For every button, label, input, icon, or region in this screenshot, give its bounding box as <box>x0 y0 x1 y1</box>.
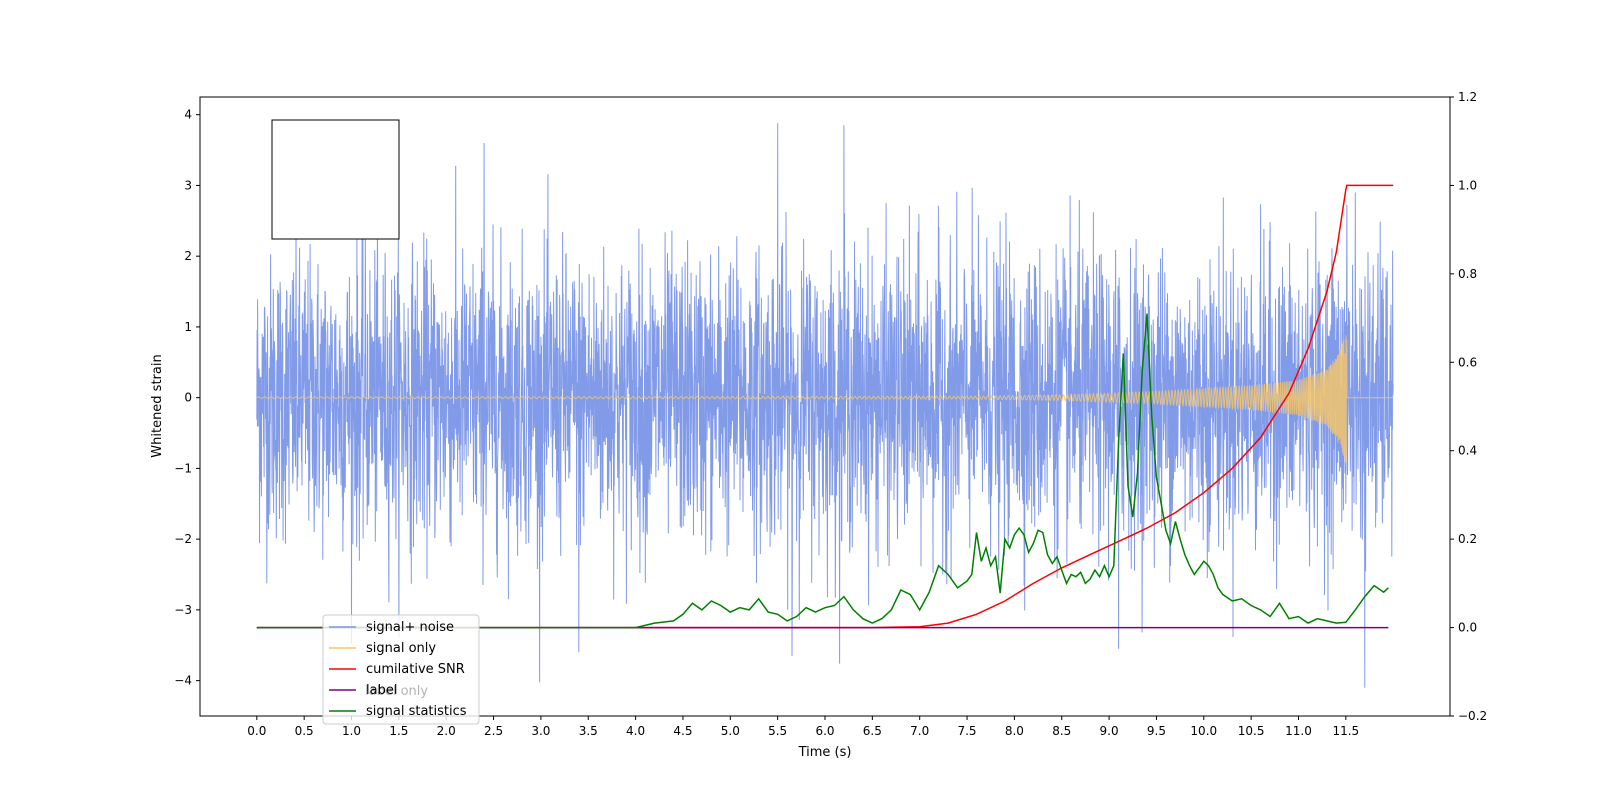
right-y-tick-label: 0.0 <box>1458 621 1477 635</box>
x-tick-label: 10.0 <box>1190 724 1217 738</box>
right-y-tick-label: 1.0 <box>1458 178 1477 192</box>
x-tick-label: 11.0 <box>1285 724 1312 738</box>
left-y-tick-label: 4 <box>184 108 192 122</box>
right-y-axis-ticks: 1.2 1.0 0.8 0.6 0.4 0.2 0.0 −0.2 <box>1450 90 1487 723</box>
right-y-tick-label: 1.2 <box>1458 90 1477 104</box>
annotation-frame <box>271 119 400 240</box>
left-y-axis-ticks: 4 3 2 1 0 −1 −2 −3 −4 <box>174 108 200 688</box>
x-tick-label: 0.5 <box>295 724 314 738</box>
legend-label: signal+ noise <box>366 620 454 635</box>
x-tick-label: 4.0 <box>626 724 645 738</box>
legend: label only signal+ noise signal only cumil… <box>322 614 480 725</box>
x-tick-label: 3.5 <box>579 724 598 738</box>
left-y-tick-label: −2 <box>174 532 192 546</box>
x-tick-label: 9.0 <box>1100 724 1119 738</box>
x-tick-label: 6.0 <box>815 724 834 738</box>
left-y-axis-label: Whitened strain <box>150 354 165 457</box>
right-y-tick-label: −0.2 <box>1458 709 1487 723</box>
x-tick-label: 8.0 <box>1005 724 1024 738</box>
annotation-box: SNRopt=5.02Mc=10.21SNRMF=[4.66]CSNR=5.02… <box>271 119 400 240</box>
x-tick-label: 5.5 <box>768 724 787 738</box>
x-tick-label: 1.5 <box>389 724 408 738</box>
legend-label: signal statistics <box>366 704 467 719</box>
x-tick-label: 1.0 <box>342 724 361 738</box>
left-y-tick-label: −1 <box>174 461 192 475</box>
left-y-tick-label: 1 <box>184 320 192 334</box>
left-y-tick-label: 0 <box>184 391 192 405</box>
x-tick-label: 5.0 <box>721 724 740 738</box>
series-signal-statistics-line <box>256 313 1389 629</box>
x-tick-label: 6.5 <box>863 724 882 738</box>
x-tick-label: 10.5 <box>1238 724 1265 738</box>
x-axis-ticks: 0.0 0.5 1.0 1.5 2.0 2.5 3.0 3.5 4.0 4.5 5.0 5.5 6.0 6… <box>247 716 1359 738</box>
x-tick-label: 7.5 <box>957 724 976 738</box>
legend-label: signal only <box>366 641 436 656</box>
left-y-tick-label: −4 <box>174 674 192 688</box>
legend-frame <box>322 614 480 725</box>
right-y-tick-label: 0.4 <box>1458 444 1477 458</box>
x-tick-label: 9.5 <box>1147 724 1166 738</box>
series-signal-only-line <box>256 335 1394 464</box>
legend-label: cumilative SNR <box>366 662 465 677</box>
right-y-tick-label: 0.6 <box>1458 355 1477 369</box>
x-tick-label: 2.5 <box>484 724 503 738</box>
right-y-tick-label: 0.8 <box>1458 267 1477 281</box>
legend-label: label <box>366 683 397 698</box>
left-y-tick-label: −3 <box>174 603 192 617</box>
x-tick-label: 0.0 <box>247 724 266 738</box>
series-cumulative-snr-line <box>256 184 1394 629</box>
legend-overlap-text: label only <box>365 684 428 699</box>
x-tick-label: 7.0 <box>910 724 929 738</box>
x-tick-label: 2.0 <box>437 724 456 738</box>
x-tick-label: 11.5 <box>1332 724 1359 738</box>
right-y-tick-label: 0.2 <box>1458 532 1477 546</box>
x-tick-label: 4.5 <box>673 724 692 738</box>
legend-items: signal+ noise signal only cumilative SNR la… <box>329 620 467 719</box>
x-axis-label: Time (s) <box>798 745 852 760</box>
x-tick-label: 3.0 <box>531 724 550 738</box>
x-tick-label: 8.5 <box>1052 724 1071 738</box>
left-y-tick-label: 2 <box>184 249 192 263</box>
left-y-tick-label: 3 <box>184 178 192 192</box>
